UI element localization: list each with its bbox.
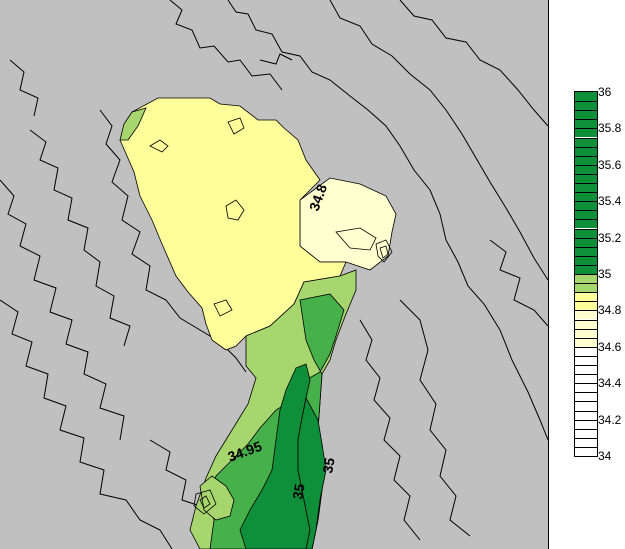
colorbar-cell: [575, 328, 597, 338]
coastlines: [0, 0, 548, 549]
colorbar-tick-label: 35: [598, 267, 612, 281]
colorbar-cell: [575, 146, 597, 156]
colorbar-cell: [575, 201, 597, 211]
colorbar-cell: [575, 110, 597, 120]
colorbar-cell: [575, 410, 597, 420]
colorbar-cell: [575, 301, 597, 311]
colorbar-cell: [575, 264, 597, 274]
colorbar-cell: [575, 192, 597, 202]
colorbar-cell: [575, 173, 597, 183]
colorbar-cell: [575, 401, 597, 411]
contour-label-4: 35: [289, 482, 307, 500]
colorbar-cell: [575, 437, 597, 447]
contour-label-3: 35: [319, 456, 337, 474]
colorbar-cell: [575, 419, 597, 429]
salinity-fill: [119, 97, 397, 549]
colorbar-tick-label: 34.4: [598, 376, 622, 391]
colorbar-cell: [575, 310, 597, 320]
colorbar-tick-label: 35.2: [598, 230, 622, 245]
region-yellow-edge: [119, 107, 147, 141]
colorbar-cell: [575, 446, 597, 456]
colorbar-cell: [575, 374, 597, 384]
colorbar-cell: [575, 346, 597, 356]
colorbar-cell: [575, 337, 597, 347]
colorbar-cell: [575, 428, 597, 438]
colorbar-tick-label: 34.8: [598, 303, 622, 318]
colorbar-cell: [575, 128, 597, 138]
colorbar-tick-label: 35.4: [598, 194, 622, 209]
colorbar-tick-label: 34.6: [598, 339, 622, 354]
colorbar-tick-label: 34.2: [598, 412, 622, 427]
colorbar-tick-label: 35.6: [598, 157, 622, 172]
colorbar: [574, 91, 598, 457]
colorbar-cell: [575, 210, 597, 220]
colorbar-cell: [575, 101, 597, 111]
colorbar-cell: [575, 228, 597, 238]
colorbar-tick-label: 35.8: [598, 121, 622, 136]
colorbar-cell: [575, 164, 597, 174]
colorbar-cell: [575, 183, 597, 193]
colorbar-cell: [575, 319, 597, 329]
map-panel: 34.8 34.95 35 35: [0, 0, 549, 549]
colorbar-cell: [575, 255, 597, 265]
colorbar-cell: [575, 246, 597, 256]
colorbar-cell: [575, 365, 597, 375]
colorbar-tick-label: 34: [598, 449, 612, 463]
colorbar-cell: [575, 292, 597, 302]
colorbar-cell: [575, 119, 597, 129]
colorbar-cell: [575, 137, 597, 147]
colorbar-cell: [575, 155, 597, 165]
colorbar-cell: [575, 274, 597, 284]
colorbar-cell: [575, 237, 597, 247]
colorbar-cell: [575, 392, 597, 402]
colorbar-cell: [575, 355, 597, 365]
colorbar-tick-label: 36: [598, 85, 612, 99]
colorbar-cell: [575, 283, 597, 293]
arctic-salinity-map: 34.8 34.95 35 35: [0, 0, 548, 549]
colorbar-cell: [575, 219, 597, 229]
region-dark-green-2: [297, 396, 327, 549]
contour-lines: [149, 117, 393, 515]
colorbar-cell: [575, 92, 597, 102]
region-small-light-green: [199, 475, 235, 521]
colorbar-cell: [575, 383, 597, 393]
